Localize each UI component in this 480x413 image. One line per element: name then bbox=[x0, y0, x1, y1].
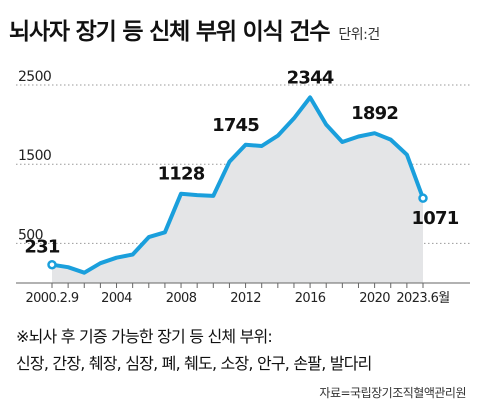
data-label: 1745 bbox=[212, 115, 259, 136]
unit-label: 단위:건 bbox=[338, 27, 380, 43]
x-tick-label: 2016 bbox=[295, 291, 326, 306]
y-tick-label: 1500 bbox=[18, 148, 51, 164]
area-fill bbox=[52, 97, 423, 284]
x-tick-label: 2020 bbox=[359, 291, 390, 306]
source-label: 자료=국립장기조직혈액관리원 bbox=[319, 386, 466, 400]
y-tick-label: 2500 bbox=[18, 69, 51, 85]
x-tick-label: 2012 bbox=[230, 291, 261, 306]
data-label: 1892 bbox=[351, 103, 398, 124]
footnote-line-1: ※뇌사 후 기증 가능한 장기 등 신체 부위: bbox=[16, 327, 273, 346]
x-tick-label: 2004 bbox=[101, 291, 132, 306]
data-label: 231 bbox=[24, 237, 59, 258]
data-label: 1071 bbox=[412, 208, 459, 229]
end-point-marker bbox=[47, 259, 57, 270]
y-tick-label: 500 bbox=[18, 227, 43, 243]
x-tick-label: 2023.6월 bbox=[396, 291, 449, 306]
chart-title: 뇌사자 장기 등 신체 부위 이식 건수 bbox=[9, 19, 330, 45]
series-line bbox=[50, 95, 425, 275]
end-point-marker bbox=[418, 193, 428, 203]
data-label: 1128 bbox=[158, 164, 205, 185]
x-tick-label: 2000.2.9 bbox=[25, 291, 78, 306]
title-row: 뇌사자 장기 등 신체 부위 이식 건수 단위:건 bbox=[9, 12, 380, 46]
footnote-line-2: 신장, 간장, 췌장, 심장, 폐, 췌도, 소장, 안구, 손팔, 발다리 bbox=[16, 354, 372, 373]
x-tick-label: 2008 bbox=[166, 291, 197, 306]
data-label: 2344 bbox=[287, 67, 334, 88]
